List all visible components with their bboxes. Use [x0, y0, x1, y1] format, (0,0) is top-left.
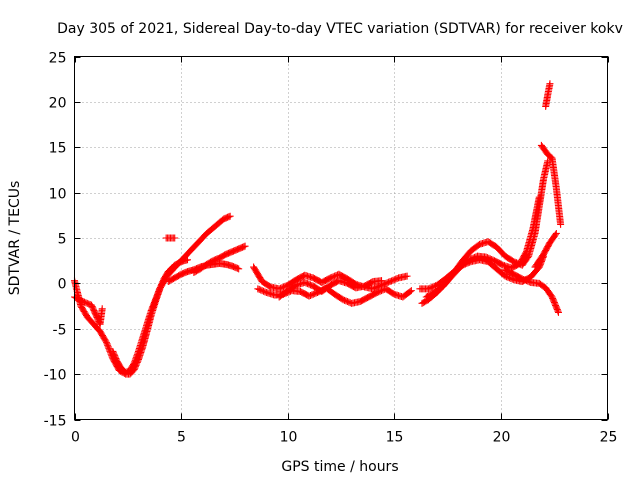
series-track-1 [71, 212, 234, 378]
data-point [235, 265, 243, 273]
series-track-11 [416, 252, 548, 293]
data-point [104, 343, 112, 351]
data-point [171, 234, 179, 242]
y-tick-label: -10 [44, 368, 67, 384]
data-point [105, 344, 113, 352]
series-track-13 [542, 80, 554, 110]
x-tick-label: 20 [493, 430, 511, 446]
series-track-15 [531, 229, 560, 271]
data-point [241, 242, 249, 250]
series-track-16 [71, 293, 106, 328]
series-track-12 [501, 266, 562, 316]
data-point [551, 231, 559, 239]
y-tick-label: 0 [58, 277, 67, 293]
y-axis-label: SDTVAR / TECUs [7, 181, 23, 296]
data-point [546, 80, 554, 88]
y-tick-label: 15 [49, 141, 67, 157]
tick-labels: 0 5 10 15 20 25 -15 -10 -5 0 5 10 15 20 25 [44, 51, 618, 446]
x-tick-label: 10 [280, 430, 298, 446]
y-tick-label: -5 [53, 323, 67, 339]
x-tick-label: 0 [71, 430, 80, 446]
data-point [183, 256, 191, 264]
data-point [378, 277, 386, 285]
series-track-8 [275, 277, 386, 301]
x-tick-label: 15 [386, 430, 404, 446]
x-tick-label: 5 [177, 430, 186, 446]
x-tick-label: 25 [600, 430, 618, 446]
chart-title: Day 305 of 2021, Sidereal Day-to-day VTE… [57, 21, 623, 37]
data-point [103, 340, 111, 348]
series-track-4 [164, 259, 243, 286]
data-point [557, 220, 565, 228]
data-point [226, 212, 234, 220]
data-marks [71, 80, 565, 378]
y-tick-label: -15 [44, 414, 67, 430]
data-point [98, 305, 106, 313]
data-point [554, 307, 562, 315]
data-point [104, 341, 112, 349]
grid-lines [74, 56, 608, 420]
y-tick-label: 5 [58, 232, 67, 248]
data-point [535, 193, 543, 201]
data-point [552, 229, 560, 237]
series-track-14 [537, 141, 565, 228]
data-point [403, 272, 411, 280]
series-track-2 [109, 256, 191, 376]
data-point [554, 308, 562, 316]
y-tick-label: 10 [49, 187, 67, 203]
y-tick-label: 20 [49, 96, 67, 112]
data-point [105, 346, 113, 354]
x-axis-label: GPS time / hours [281, 459, 398, 475]
axis-ticks [74, 56, 609, 421]
data-point [406, 288, 414, 296]
y-tick-label: 25 [49, 51, 67, 67]
series-track-5 [162, 234, 179, 242]
data-point [102, 338, 110, 346]
data-point [407, 287, 415, 295]
